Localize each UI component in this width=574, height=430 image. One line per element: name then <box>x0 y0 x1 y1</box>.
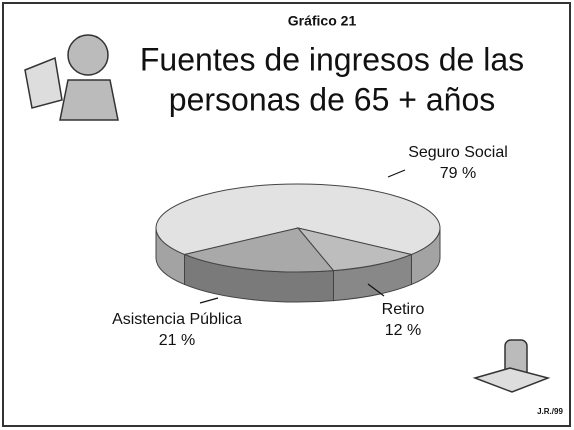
chart-title: personas de 65 + años <box>169 81 495 117</box>
signature: J.R./99 <box>537 407 563 416</box>
pie <box>156 184 440 302</box>
chart: Gráfico 21 Fuentes de ingresos de las pe… <box>0 0 574 430</box>
slice-label: Retiro <box>382 301 425 318</box>
value-label: 12 % <box>385 322 421 339</box>
chart-label: Gráfico 21 <box>288 13 357 29</box>
value-label: 21 % <box>159 332 195 349</box>
chart-title: Fuentes de ingresos de las <box>140 41 524 77</box>
slice-label: Asistencia Pública <box>112 311 242 328</box>
value-label: 79 % <box>440 165 476 182</box>
slice-label: Seguro Social <box>408 144 508 161</box>
